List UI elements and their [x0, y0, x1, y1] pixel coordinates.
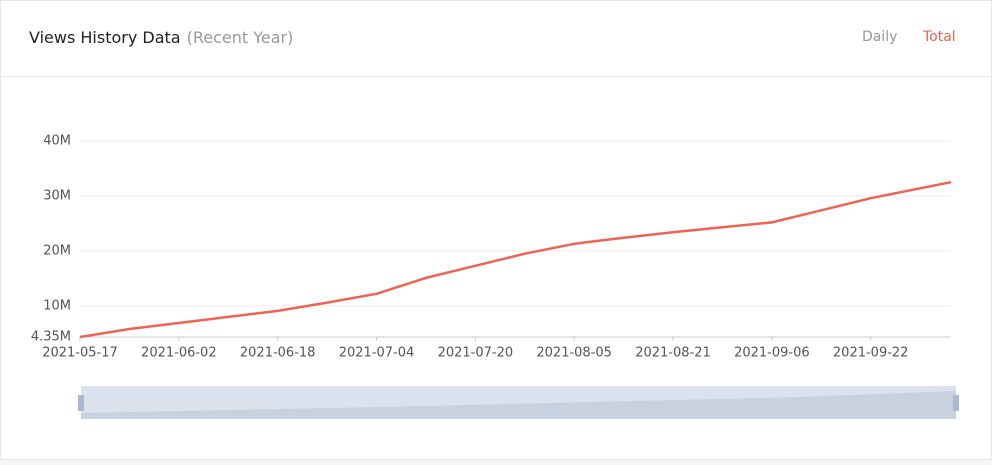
- y-tick-label: 10M: [43, 298, 71, 313]
- x-tick-label: 2021-08-05: [536, 346, 612, 361]
- header: Views History Data (Recent Year) Daily To…: [1, 1, 991, 77]
- x-tick-label: 2021-05-17: [42, 346, 118, 361]
- zoom-handle[interactable]: [953, 395, 959, 411]
- x-tick-label: 2021-09-22: [833, 346, 909, 361]
- subtitle: (Recent Year): [186, 28, 294, 47]
- x-tick-label: 2021-09-06: [734, 346, 810, 361]
- x-tick-label: 2021-06-18: [240, 346, 316, 361]
- x-tick-label: 2021-07-04: [339, 346, 415, 361]
- title-row: Views History Data (Recent Year): [29, 28, 293, 47]
- y-tick-label: 20M: [43, 243, 71, 258]
- tab-total[interactable]: Total: [923, 29, 956, 45]
- x-tick-label: 2021-08-21: [635, 346, 711, 361]
- y-tick-label: 4.35M: [31, 330, 71, 345]
- x-tick-label: 2021-07-20: [438, 346, 514, 361]
- data-line: [79, 180, 952, 339]
- title: Views History Data: [29, 28, 181, 47]
- y-tick-label: 40M: [43, 134, 71, 149]
- y-tick-label: 30M: [43, 188, 71, 203]
- tab-daily[interactable]: Daily: [862, 29, 898, 45]
- x-tick-label: 2021-06-02: [141, 346, 217, 361]
- zoom-preview: [81, 391, 956, 419]
- zoom-handle[interactable]: [78, 395, 84, 411]
